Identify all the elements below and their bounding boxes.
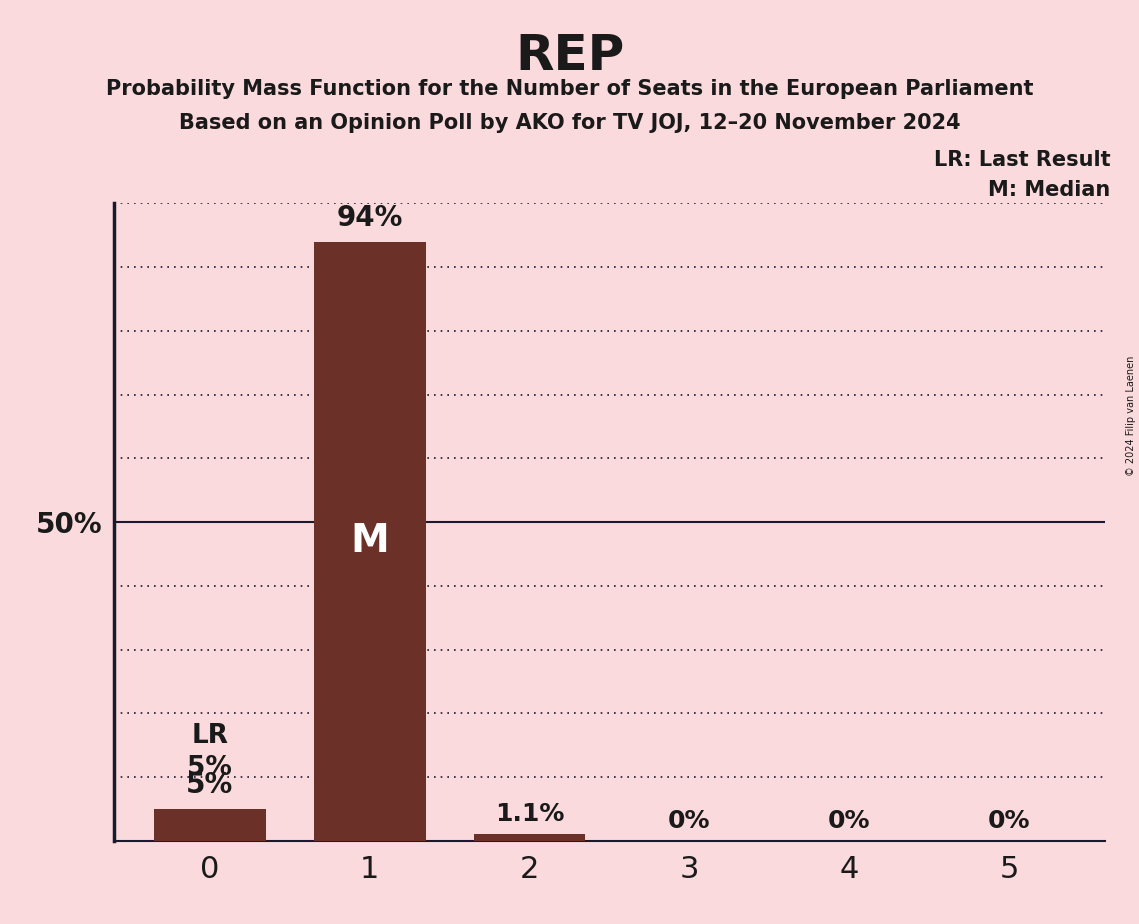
Text: 94%: 94% [336,204,403,232]
Text: M: M [351,522,390,560]
Bar [474,833,585,841]
Text: Probability Mass Function for the Number of Seats in the European Parliament: Probability Mass Function for the Number… [106,79,1033,99]
Bar [313,241,426,841]
Text: LR: Last Result: LR: Last Result [934,150,1111,170]
Text: 0%: 0% [988,809,1030,833]
Text: 0%: 0% [669,809,711,833]
Text: © 2024 Filip van Laenen: © 2024 Filip van Laenen [1126,356,1136,476]
Text: REP: REP [515,32,624,80]
Text: 0%: 0% [828,809,870,833]
Text: 1.1%: 1.1% [494,802,564,826]
Text: Based on an Opinion Poll by AKO for TV JOJ, 12–20 November 2024: Based on an Opinion Poll by AKO for TV J… [179,113,960,133]
Text: 5%: 5% [187,755,232,781]
Text: 5%: 5% [186,772,233,799]
Text: M: Median: M: Median [989,180,1111,201]
Bar [154,809,265,841]
Text: LR: LR [191,723,228,748]
